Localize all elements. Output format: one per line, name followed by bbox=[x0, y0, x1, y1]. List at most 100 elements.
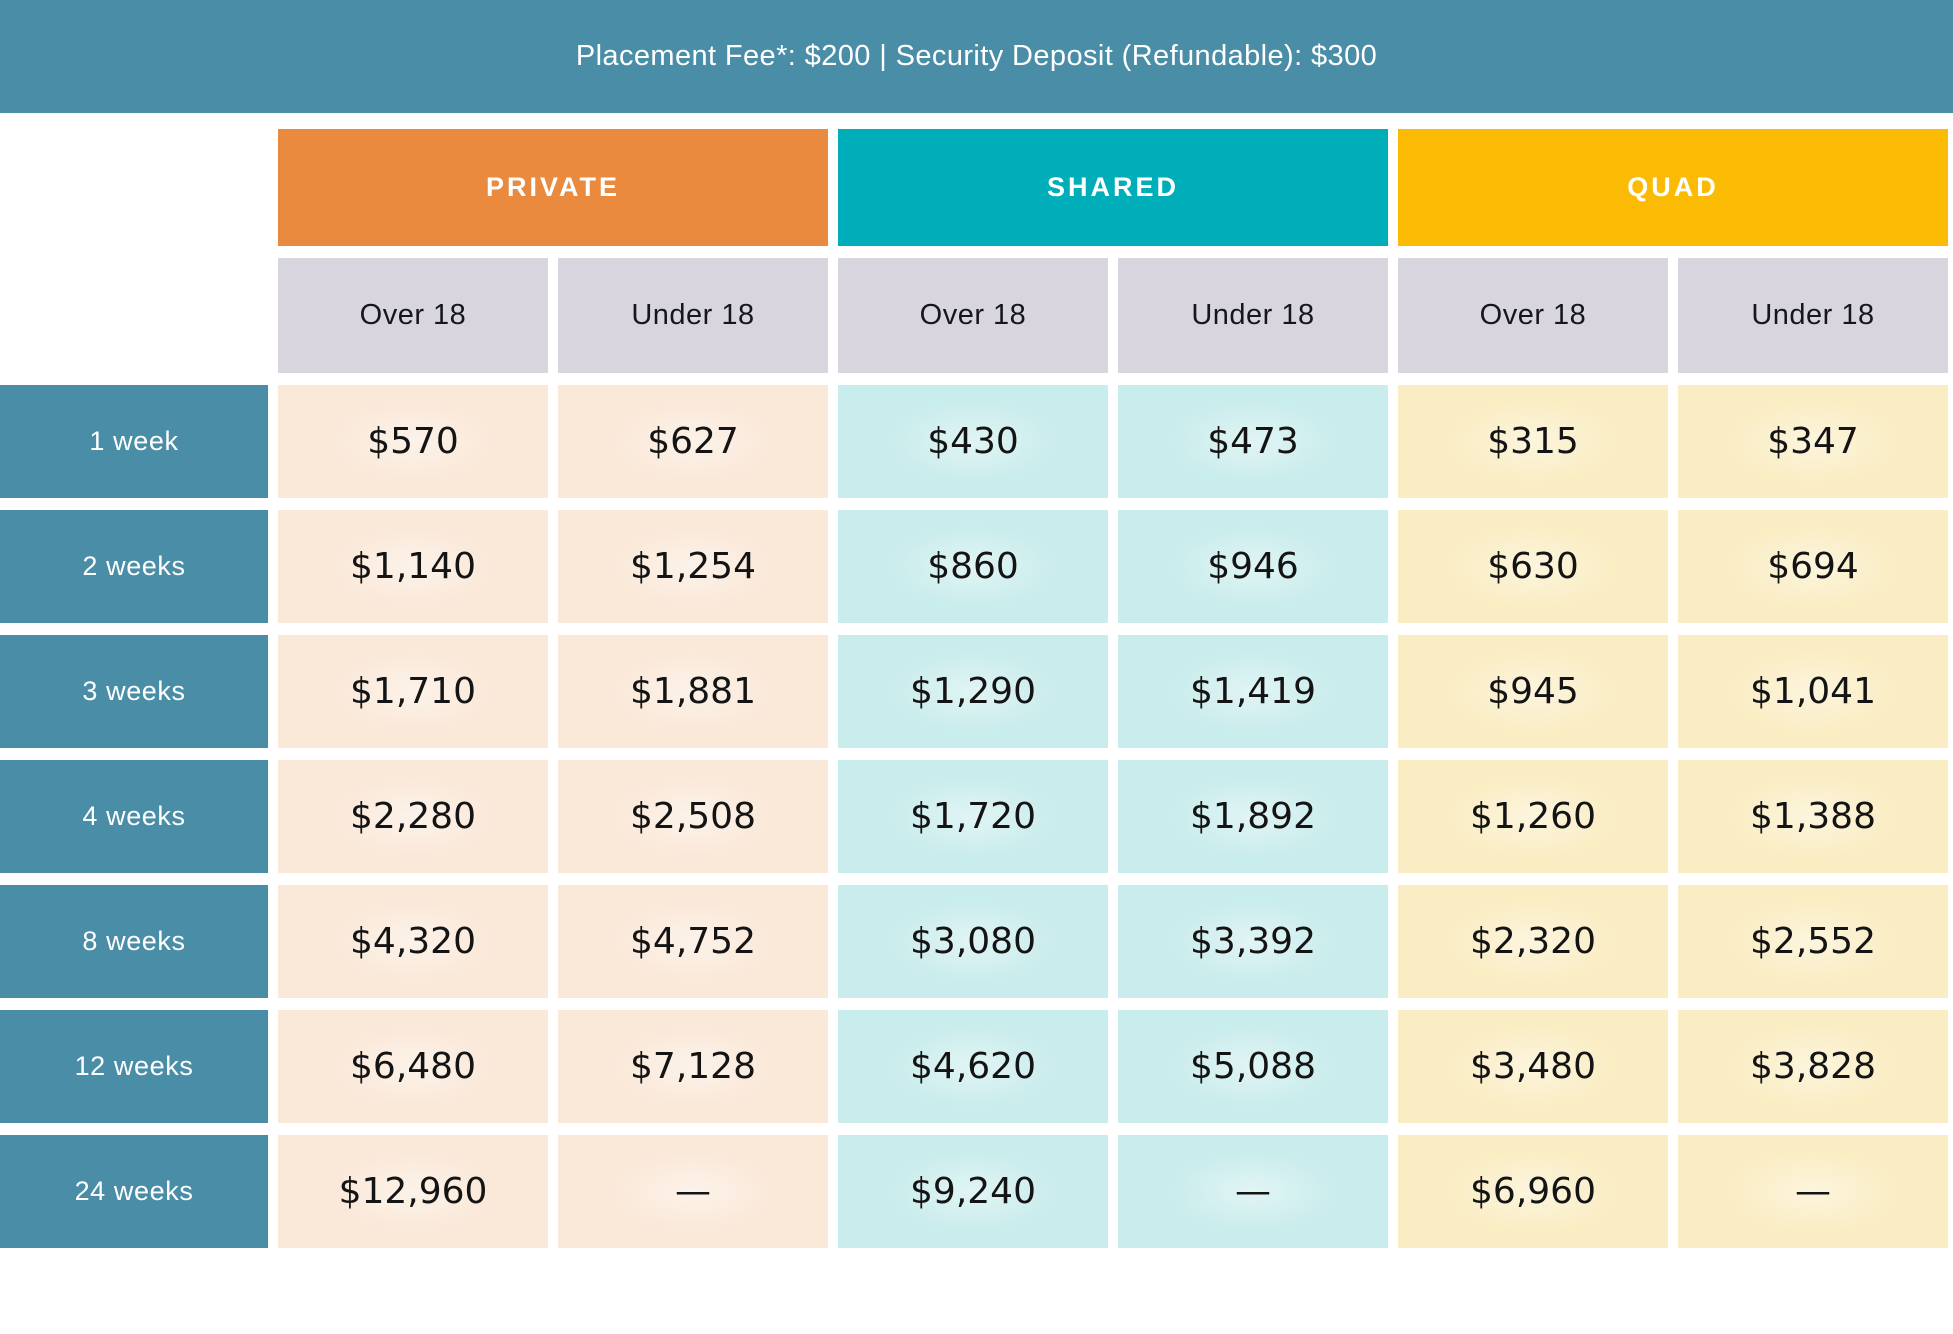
price-value: $1,260 bbox=[1470, 796, 1596, 837]
price-value: $2,552 bbox=[1750, 921, 1876, 962]
group-header-shared: SHARED bbox=[838, 129, 1388, 246]
price-value: $1,881 bbox=[630, 671, 756, 712]
row-label-text: 4 weeks bbox=[82, 801, 186, 831]
subheader-shared-over18: Over 18 bbox=[838, 258, 1108, 373]
subheader-shared-under18: Under 18 bbox=[1118, 258, 1388, 373]
price-cell-shared-over18-8weeks: $3,080 bbox=[838, 885, 1108, 998]
price-cell-quad-over18-4weeks: $1,260 bbox=[1398, 760, 1668, 873]
price-value: $2,508 bbox=[630, 796, 756, 837]
price-cell-quad-under18-12weeks: $3,828 bbox=[1678, 1010, 1948, 1123]
price-value-dash: — bbox=[675, 1171, 711, 1212]
price-cell-shared-over18-3weeks: $1,290 bbox=[838, 635, 1108, 748]
price-cell-quad-over18-3weeks: $945 bbox=[1398, 635, 1668, 748]
price-value: $6,480 bbox=[350, 1046, 476, 1087]
price-value: $946 bbox=[1207, 546, 1299, 587]
subheader-label: Under 18 bbox=[631, 299, 755, 331]
group-header-quad: QUAD bbox=[1398, 129, 1948, 246]
price-cell-shared-under18-1week: $473 bbox=[1118, 385, 1388, 498]
group-header-shared-label: SHARED bbox=[1046, 172, 1179, 202]
price-cell-private-over18-3weeks: $1,710 bbox=[278, 635, 548, 748]
corner-spacer bbox=[0, 129, 268, 246]
subheader-label: Under 18 bbox=[1751, 299, 1875, 331]
price-cell-private-under18-12weeks: $7,128 bbox=[558, 1010, 828, 1123]
price-value: $7,128 bbox=[630, 1046, 756, 1087]
price-cell-shared-under18-12weeks: $5,088 bbox=[1118, 1010, 1388, 1123]
price-value: $2,280 bbox=[350, 796, 476, 837]
price-cell-private-over18-2weeks: $1,140 bbox=[278, 510, 548, 623]
subheader-spacer bbox=[0, 258, 268, 373]
row-label-text: 8 weeks bbox=[82, 926, 186, 956]
price-cell-shared-over18-2weeks: $860 bbox=[838, 510, 1108, 623]
price-cell-quad-under18-1week: $347 bbox=[1678, 385, 1948, 498]
price-value: $945 bbox=[1487, 671, 1579, 712]
price-value: $1,720 bbox=[910, 796, 1036, 837]
price-cell-shared-over18-4weeks: $1,720 bbox=[838, 760, 1108, 873]
price-value: $4,620 bbox=[910, 1046, 1036, 1087]
subheader-label: Over 18 bbox=[1479, 299, 1587, 331]
row-label-4-weeks: 4 weeks bbox=[0, 760, 268, 873]
row-label-8-weeks: 8 weeks bbox=[0, 885, 268, 998]
price-value-dash: — bbox=[1235, 1171, 1271, 1212]
price-value: $12,960 bbox=[338, 1171, 488, 1212]
price-cell-shared-over18-12weeks: $4,620 bbox=[838, 1010, 1108, 1123]
price-cell-private-over18-4weeks: $2,280 bbox=[278, 760, 548, 873]
subheader-quad-over18: Over 18 bbox=[1398, 258, 1668, 373]
price-value: $1,892 bbox=[1190, 796, 1316, 837]
price-cell-private-under18-2weeks: $1,254 bbox=[558, 510, 828, 623]
subheader-label: Over 18 bbox=[919, 299, 1027, 331]
price-value: $6,960 bbox=[1470, 1171, 1596, 1212]
price-value: $627 bbox=[647, 421, 739, 462]
group-header-private: PRIVATE bbox=[278, 129, 828, 246]
price-value: $3,392 bbox=[1190, 921, 1316, 962]
price-value: $315 bbox=[1487, 421, 1579, 462]
price-value: $1,388 bbox=[1750, 796, 1876, 837]
price-cell-private-over18-8weeks: $4,320 bbox=[278, 885, 548, 998]
price-cell-shared-under18-4weeks: $1,892 bbox=[1118, 760, 1388, 873]
price-cell-private-over18-1week: $570 bbox=[278, 385, 548, 498]
price-value: $473 bbox=[1207, 421, 1299, 462]
row-label-text: 1 week bbox=[89, 426, 179, 456]
price-value: $694 bbox=[1767, 546, 1859, 587]
row-label-text: 2 weeks bbox=[82, 551, 186, 581]
price-cell-shared-under18-24weeks: — bbox=[1118, 1135, 1388, 1248]
price-cell-private-over18-24weeks: $12,960 bbox=[278, 1135, 548, 1248]
price-cell-shared-under18-8weeks: $3,392 bbox=[1118, 885, 1388, 998]
price-value: $4,752 bbox=[630, 921, 756, 962]
subheader-label: Over 18 bbox=[359, 299, 467, 331]
fees-banner-text: Placement Fee*: $200 | Security Deposit … bbox=[575, 40, 1378, 72]
price-cell-private-under18-1week: $627 bbox=[558, 385, 828, 498]
price-value: $1,140 bbox=[350, 546, 476, 587]
price-value: $3,080 bbox=[910, 921, 1036, 962]
price-value: $5,088 bbox=[1190, 1046, 1316, 1087]
price-value-dash: — bbox=[1795, 1171, 1831, 1212]
row-label-12-weeks: 12 weeks bbox=[0, 1010, 268, 1123]
price-value: $4,320 bbox=[350, 921, 476, 962]
subheader-quad-under18: Under 18 bbox=[1678, 258, 1948, 373]
row-label-3-weeks: 3 weeks bbox=[0, 635, 268, 748]
price-value: $630 bbox=[1487, 546, 1579, 587]
price-cell-quad-over18-12weeks: $3,480 bbox=[1398, 1010, 1668, 1123]
price-value: $9,240 bbox=[910, 1171, 1036, 1212]
pricing-grid: PRIVATE SHARED QUAD Over 18 Under 18 Ove… bbox=[0, 129, 1948, 1248]
price-cell-quad-under18-24weeks: — bbox=[1678, 1135, 1948, 1248]
price-cell-quad-under18-4weeks: $1,388 bbox=[1678, 760, 1948, 873]
price-value: $1,419 bbox=[1190, 671, 1316, 712]
group-header-quad-label: QUAD bbox=[1627, 172, 1719, 202]
price-cell-quad-under18-8weeks: $2,552 bbox=[1678, 885, 1948, 998]
price-cell-private-under18-3weeks: $1,881 bbox=[558, 635, 828, 748]
price-cell-quad-over18-8weeks: $2,320 bbox=[1398, 885, 1668, 998]
price-cell-quad-over18-2weeks: $630 bbox=[1398, 510, 1668, 623]
price-value: $1,710 bbox=[350, 671, 476, 712]
price-value: $1,254 bbox=[630, 546, 756, 587]
price-value: $3,828 bbox=[1750, 1046, 1876, 1087]
price-value: $430 bbox=[927, 421, 1019, 462]
row-label-2-weeks: 2 weeks bbox=[0, 510, 268, 623]
price-cell-shared-over18-24weeks: $9,240 bbox=[838, 1135, 1108, 1248]
price-value: $570 bbox=[367, 421, 459, 462]
price-value: $3,480 bbox=[1470, 1046, 1596, 1087]
fees-banner: Placement Fee*: $200 | Security Deposit … bbox=[0, 0, 1953, 113]
price-cell-quad-under18-3weeks: $1,041 bbox=[1678, 635, 1948, 748]
price-cell-shared-under18-3weeks: $1,419 bbox=[1118, 635, 1388, 748]
price-cell-quad-under18-2weeks: $694 bbox=[1678, 510, 1948, 623]
